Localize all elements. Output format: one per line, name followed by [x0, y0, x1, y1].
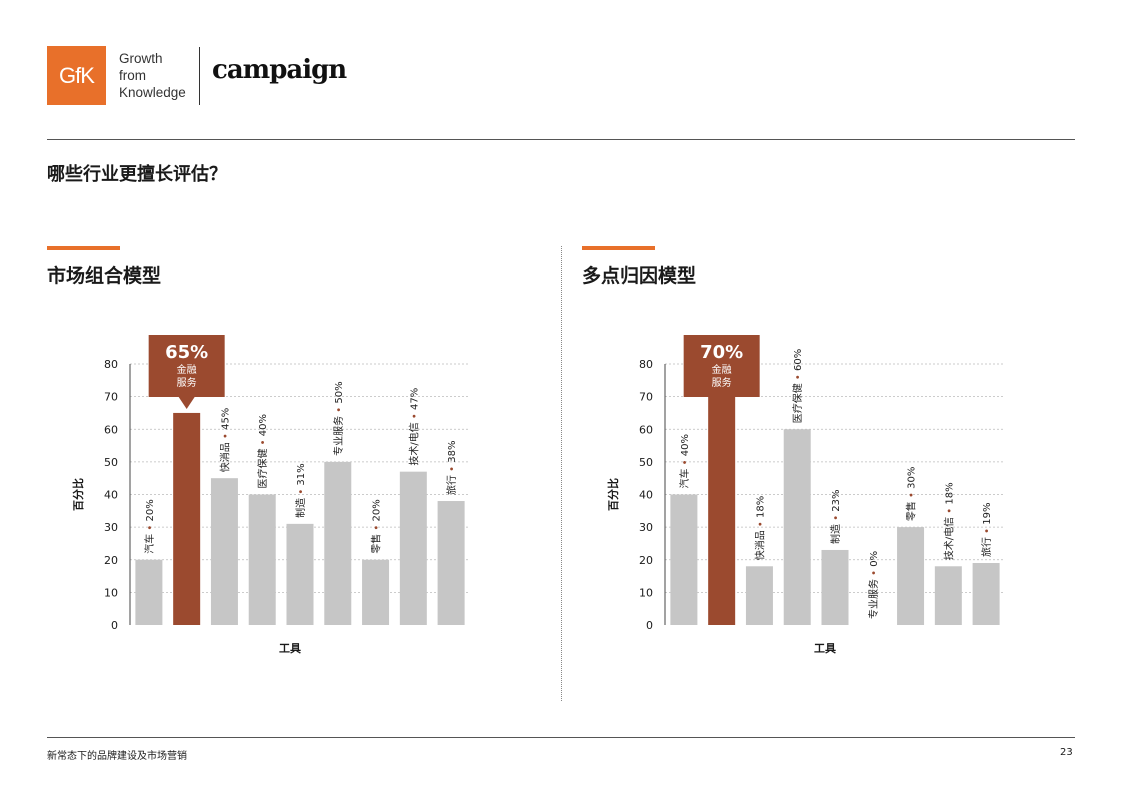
bar-value-label: 快消品 • 45% [218, 408, 231, 473]
logo-divider [199, 47, 200, 105]
bar [362, 559, 390, 625]
y-tick-label: 50 [639, 456, 653, 469]
callout-box [683, 335, 760, 409]
callout-value: 65% [165, 342, 208, 363]
bar [821, 549, 849, 625]
bar-value-label: 旅行 • 38% [445, 441, 458, 496]
right-accent-bar [582, 246, 655, 250]
callout-label-line-2: 服务 [712, 376, 732, 389]
bar [248, 494, 276, 625]
campaign-logo: campaign [212, 55, 347, 85]
bar-value-label: 旅行 • 19% [980, 503, 993, 558]
right-panel-title: 多点归因模型 [582, 265, 697, 287]
bar-value-label: 专业服务 • 0% [867, 551, 880, 619]
callout-box [148, 335, 225, 409]
tagline-line-2: from [119, 68, 146, 83]
panel-divider [561, 246, 562, 701]
gfk-tagline: Growth from Knowledge [119, 50, 186, 101]
bar-highlighted [708, 396, 736, 625]
footer-title: 新常态下的品牌建设及市场营销 [47, 751, 187, 762]
x-axis-label: 工具 [279, 642, 301, 655]
callout-label-line-2: 服务 [177, 376, 197, 389]
bar [399, 471, 427, 625]
callout-label-line-1: 金融 [177, 363, 197, 376]
bar [934, 566, 962, 625]
y-axis-label: 百分比 [606, 478, 620, 511]
callout-label-line-1: 金融 [712, 363, 732, 376]
bar [286, 523, 314, 625]
bar-value-label: 汽车 • 40% [678, 434, 691, 489]
left-accent-bar [47, 246, 120, 250]
bar-value-label: 技术/电信 • 18% [942, 482, 955, 560]
tagline-line-1: Growth [119, 51, 163, 66]
y-tick-label: 40 [639, 489, 653, 502]
y-tick-label: 30 [104, 521, 118, 534]
left-panel-title: 市场组合模型 [47, 265, 162, 287]
x-axis-label: 工具 [814, 642, 836, 655]
y-tick-label: 80 [639, 358, 653, 371]
bar [783, 429, 811, 625]
bar-value-label: 医疗保健 • 60% [791, 349, 804, 424]
y-tick-label: 40 [104, 489, 118, 502]
bar-value-label: 专业服务 • 50% [332, 381, 345, 456]
y-tick-label: 60 [104, 423, 118, 436]
bar [324, 461, 352, 625]
y-tick-label: 20 [639, 554, 653, 567]
bar-value-label: 零售 • 30% [905, 467, 918, 522]
y-tick-label: 70 [104, 391, 118, 404]
footer-rule [47, 737, 1075, 738]
bar [972, 563, 1000, 625]
tagline-line-3: Knowledge [119, 85, 186, 100]
bar-value-label: 技术/电信 • 47% [407, 388, 420, 466]
bar-highlighted [173, 412, 201, 625]
y-tick-label: 70 [639, 391, 653, 404]
y-tick-label: 20 [104, 554, 118, 567]
bar-value-label: 医疗保健 • 40% [256, 414, 269, 489]
y-tick-label: 0 [646, 619, 653, 632]
bar-value-label: 汽车 • 20% [143, 499, 156, 554]
page-number: 23 [1060, 747, 1073, 758]
header-rule [47, 139, 1075, 140]
gfk-logo: GfK [47, 46, 106, 105]
bar [135, 559, 163, 625]
y-tick-label: 60 [639, 423, 653, 436]
bar [210, 478, 238, 625]
bar-value-label: 零售 • 20% [370, 499, 383, 554]
bar-value-label: 快消品 • 18% [753, 496, 766, 561]
y-tick-label: 0 [111, 619, 118, 632]
gfk-logo-text: GfK [59, 62, 95, 88]
callout-value: 70% [700, 342, 743, 363]
y-tick-label: 30 [639, 521, 653, 534]
bar [437, 501, 465, 625]
y-tick-label: 50 [104, 456, 118, 469]
bar [670, 494, 698, 625]
y-tick-label: 10 [104, 586, 118, 599]
bar-value-label: 制造 • 31% [294, 463, 307, 518]
page-title: 哪些行业更擅长评估？ [47, 164, 227, 185]
y-tick-label: 80 [104, 358, 118, 371]
bar-value-label: 制造 • 23% [829, 489, 842, 544]
y-tick-label: 10 [639, 586, 653, 599]
bar [897, 527, 925, 625]
bar [745, 566, 773, 625]
y-axis-label: 百分比 [71, 478, 85, 511]
